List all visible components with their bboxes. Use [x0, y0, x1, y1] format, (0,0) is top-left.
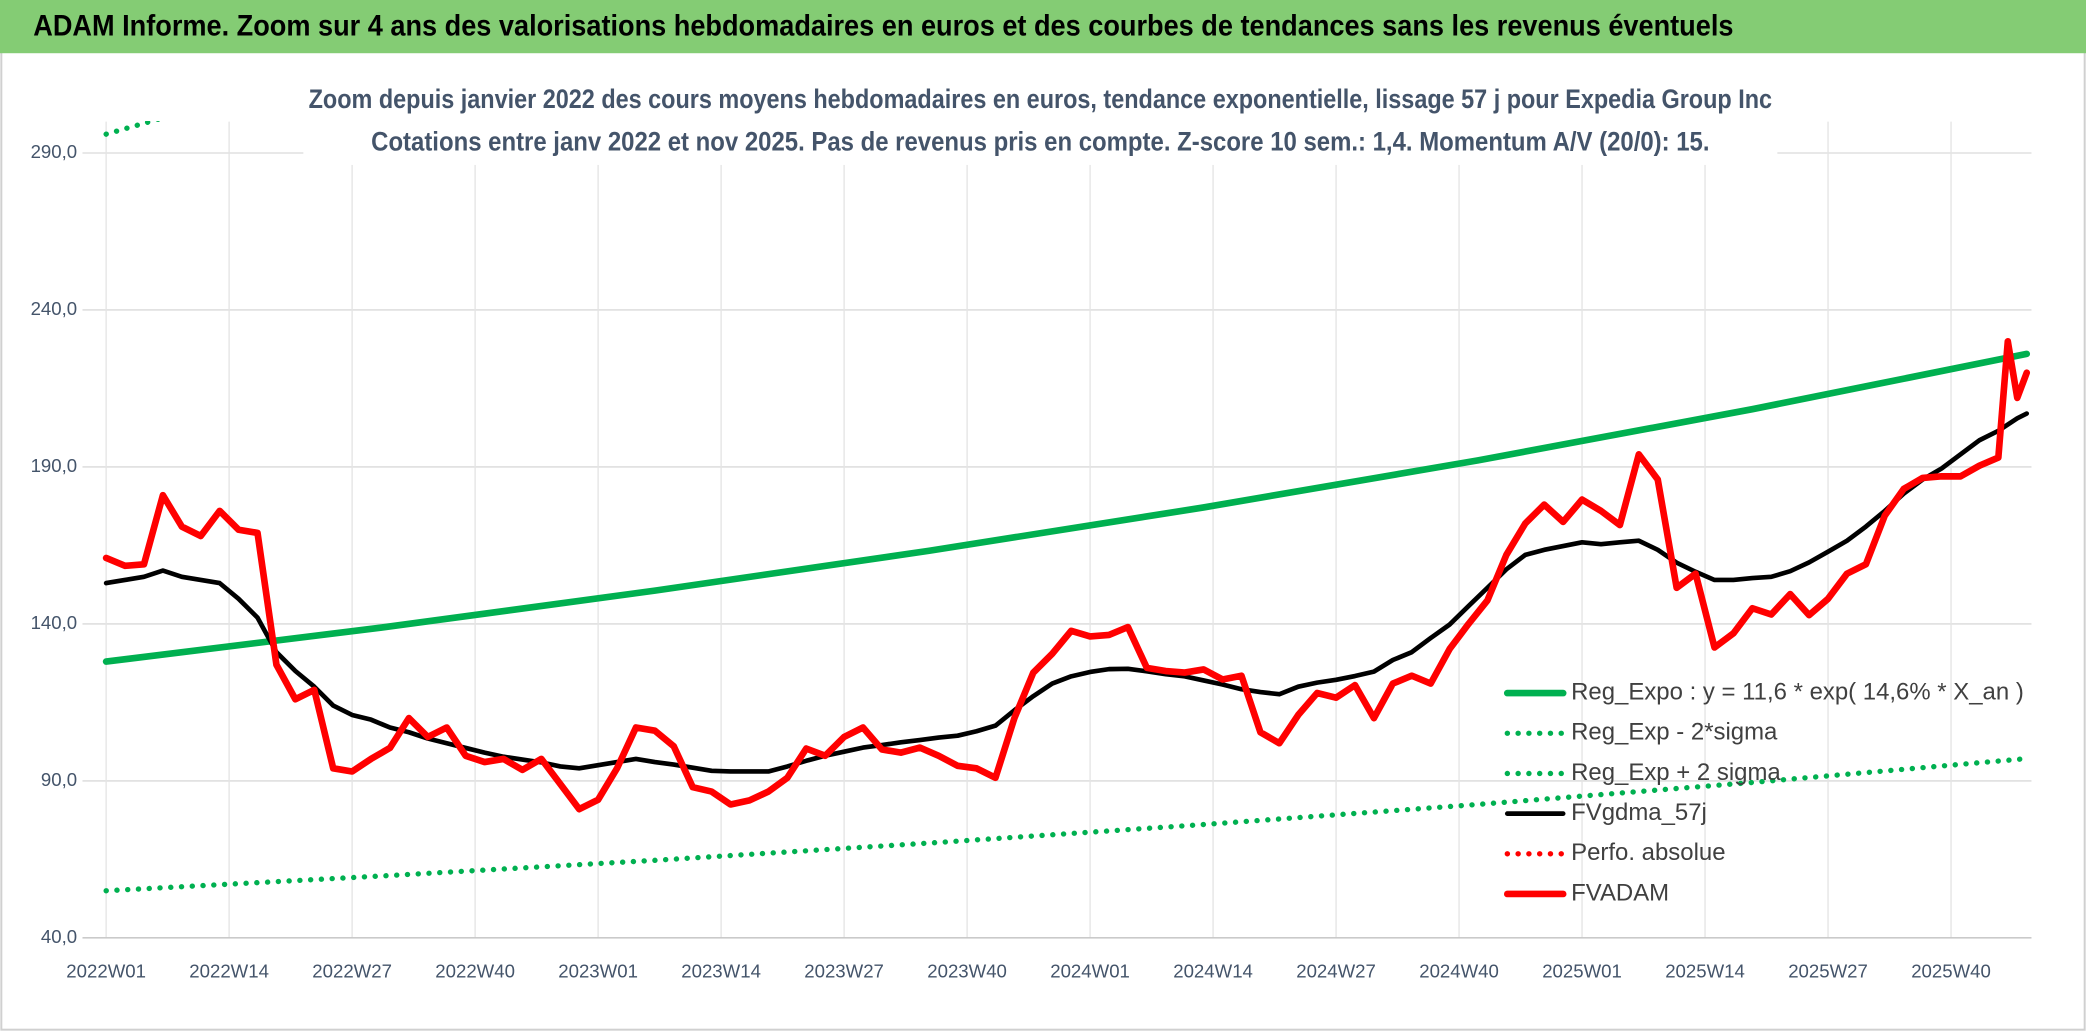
- legend-label: Perfo. absolue: [1571, 839, 1725, 866]
- x-tick-label: 2022W40: [435, 960, 515, 981]
- x-tick-label: 2025W01: [1542, 960, 1622, 981]
- legend-label: Reg_Expo : y = 11,6 * exp( 14,6% * X_an …: [1571, 678, 2024, 705]
- y-tick-label: 190,0: [31, 455, 78, 476]
- legend-label: Reg_Exp - 2*sigma: [1571, 719, 1778, 746]
- legend-label: FVgdma_57j: [1571, 799, 1707, 826]
- y-tick-label: 90,0: [41, 769, 77, 790]
- x-tick-label: 2024W40: [1419, 960, 1499, 981]
- subtitle-line: Cotations entre janv 2022 et nov 2025. P…: [371, 127, 1709, 157]
- chart-title: ADAM Informe. Zoom sur 4 ans des valoris…: [33, 11, 1733, 43]
- y-tick-label: 240,0: [31, 298, 78, 319]
- y-tick-label: 140,0: [31, 612, 78, 633]
- x-tick-label: 2022W01: [66, 960, 146, 981]
- plot-area: [102, 121, 2031, 894]
- y-tick-label: 290,0: [31, 141, 78, 162]
- title-bar: [0, 0, 2086, 54]
- x-tick-label: 2023W40: [927, 960, 1007, 981]
- x-tick-label: 2022W27: [312, 960, 392, 981]
- x-tick-label: 2023W14: [681, 960, 761, 981]
- x-tick-label: 2025W40: [1911, 960, 1991, 981]
- legend-label: Reg_Exp + 2 sigma: [1571, 759, 1781, 786]
- subtitle-box: [303, 77, 1778, 165]
- series-line: [102, 338, 2031, 813]
- axes: 40,0 90,0 140,0 190,0 240,0 290,0 2022W01 2022W…: [31, 141, 2032, 981]
- legend-label: FVADAM: [1571, 879, 1669, 906]
- x-tick-label: 2024W14: [1173, 960, 1253, 981]
- x-tick-label: 2024W01: [1050, 960, 1130, 981]
- x-tick-label: 2024W27: [1296, 960, 1376, 981]
- series-line: [103, 411, 2030, 774]
- x-tick-label: 2023W27: [804, 960, 884, 981]
- legend: Reg_Expo : y = 11,6 * exp( 14,6% * X_an …: [1503, 678, 2024, 906]
- x-tick-label: 2025W27: [1788, 960, 1868, 981]
- series-line: [103, 755, 2030, 894]
- x-tick-label: 2025W14: [1665, 960, 1745, 981]
- y-tick-label: 40,0: [41, 926, 77, 947]
- series-line: [102, 350, 2031, 665]
- x-tick-label: 2023W01: [558, 960, 638, 981]
- subtitle-line: Zoom depuis janvier 2022 des cours moyen…: [309, 84, 1773, 114]
- x-tick-label: 2022W14: [189, 960, 269, 981]
